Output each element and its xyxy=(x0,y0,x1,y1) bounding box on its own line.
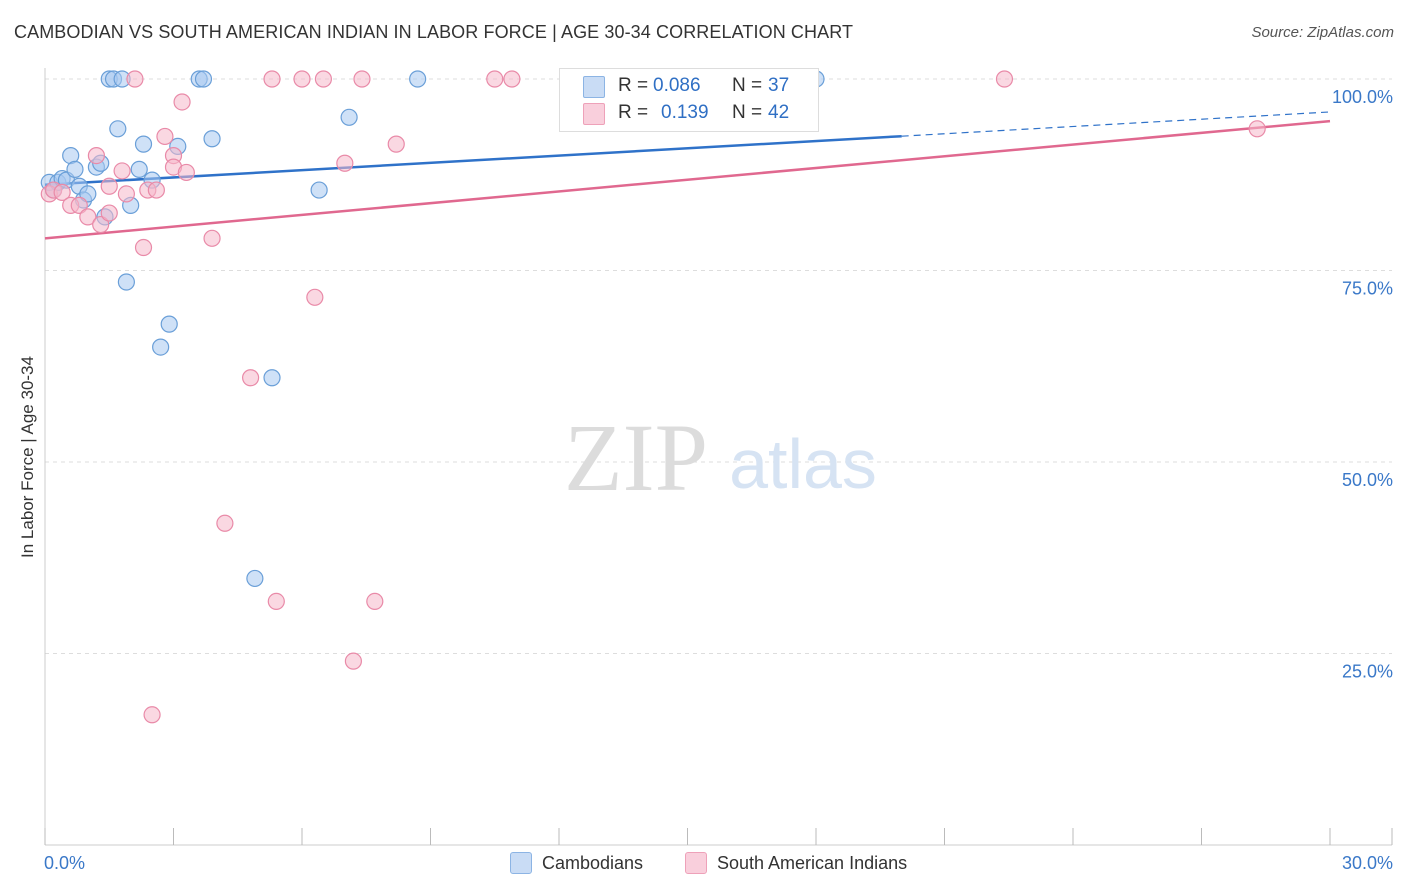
tick-labels: 25.0% 50.0% 75.0% 100.0% 0.0% 30.0% xyxy=(44,87,1393,873)
point-south-american-indian xyxy=(126,70,144,88)
source-label: Source: ZipAtlas.com xyxy=(1251,24,1394,41)
point-south-american-indian xyxy=(486,70,504,88)
legend-r-value: 0.086 xyxy=(653,75,701,96)
point-south-american-indian xyxy=(177,163,195,182)
legend-swatch-pink xyxy=(583,103,605,125)
point-south-american-indian xyxy=(306,288,324,306)
point-south-american-indian xyxy=(216,514,234,532)
point-south-american-indian xyxy=(995,70,1014,88)
point-cambodian xyxy=(203,130,221,148)
point-south-american-indian xyxy=(366,592,384,611)
x-tick-label: 30.0% xyxy=(1342,853,1393,873)
point-cambodian xyxy=(79,185,97,203)
point-cambodian xyxy=(134,135,153,153)
chart-title: CAMBODIAN VS SOUTH AMERICAN INDIAN IN LA… xyxy=(14,22,854,42)
point-cambodian xyxy=(130,160,148,178)
point-south-american-indian xyxy=(117,185,135,203)
point-south-american-indian xyxy=(314,70,333,88)
point-south-american-indian xyxy=(143,706,161,724)
point-south-american-indian xyxy=(92,215,110,234)
stats-legend: R = 0.086 N = 37 R = 0.139 N = 42 xyxy=(559,68,819,132)
y-tick-label: 100.0% xyxy=(1332,87,1393,107)
gridlines xyxy=(45,78,1392,654)
point-south-american-indian xyxy=(134,238,153,257)
watermark-atlas: atlas xyxy=(729,425,877,503)
data-points xyxy=(40,70,1266,724)
point-south-american-indian xyxy=(267,592,285,611)
point-south-american-indian xyxy=(70,196,88,214)
point-cambodian xyxy=(263,369,281,387)
watermark-zip: ZIP xyxy=(564,404,708,511)
point-south-american-indian xyxy=(100,177,118,195)
y-tick-label: 75.0% xyxy=(1342,279,1393,299)
legend-n-label: N = xyxy=(732,102,763,123)
point-cambodian xyxy=(152,338,170,356)
point-south-american-indian xyxy=(1248,120,1266,138)
point-cambodian xyxy=(310,181,328,199)
legend-n-value: 37 xyxy=(768,75,790,96)
point-south-american-indian xyxy=(344,652,362,670)
legend-item-cambodians: Cambodians xyxy=(510,852,643,874)
y-axis-title: In Labor Force | Age 30-34 xyxy=(18,356,37,558)
point-cambodian xyxy=(160,315,178,333)
point-south-american-indian xyxy=(336,154,354,172)
point-south-american-indian xyxy=(353,70,371,88)
trend-line-cambodians-extension xyxy=(901,111,1331,137)
point-cambodian xyxy=(194,70,213,88)
point-cambodian xyxy=(340,108,358,126)
point-south-american-indian xyxy=(87,147,106,165)
point-cambodian xyxy=(109,120,127,138)
legend-label-cambodians: Cambodians xyxy=(542,852,644,873)
point-south-american-indian xyxy=(387,135,405,153)
point-south-american-indian xyxy=(79,208,97,226)
axes xyxy=(44,68,1393,846)
legend-item-south-american-indians: South American Indians xyxy=(685,852,907,874)
point-cambodian xyxy=(246,569,264,588)
legend-r-label: R = xyxy=(618,75,649,96)
point-cambodian xyxy=(409,70,427,88)
x-tick-label: 0.0% xyxy=(44,853,85,873)
trend-line-south-american-indians xyxy=(44,119,1331,240)
point-south-american-indian xyxy=(156,127,174,146)
point-south-american-indian xyxy=(113,162,131,180)
point-south-american-indian xyxy=(100,204,118,222)
y-tick-label: 50.0% xyxy=(1342,470,1393,490)
legend-r-value: 0.139 xyxy=(661,102,709,123)
y-tick-label: 25.0% xyxy=(1342,662,1393,682)
point-cambodian xyxy=(117,273,135,291)
legend-swatch-blue xyxy=(510,852,532,874)
point-south-american-indian xyxy=(242,369,260,387)
legend-n-label: N = xyxy=(732,75,763,96)
legend-n-value: 42 xyxy=(768,102,790,123)
legend-swatch-blue xyxy=(583,76,605,98)
point-cambodian xyxy=(66,160,84,178)
point-south-american-indian xyxy=(53,183,71,201)
series-legend: Cambodians South American Indians xyxy=(0,852,1406,878)
point-south-american-indian xyxy=(293,70,311,88)
point-south-american-indian xyxy=(263,70,281,88)
point-south-american-indian xyxy=(503,70,521,88)
point-south-american-indian xyxy=(173,93,191,111)
point-south-american-indian xyxy=(203,229,221,247)
legend-label-south-american-indians: South American Indians xyxy=(717,852,908,873)
legend-r-label: R = xyxy=(618,102,649,123)
point-south-american-indian xyxy=(147,181,165,199)
legend-swatch-pink xyxy=(685,852,707,874)
